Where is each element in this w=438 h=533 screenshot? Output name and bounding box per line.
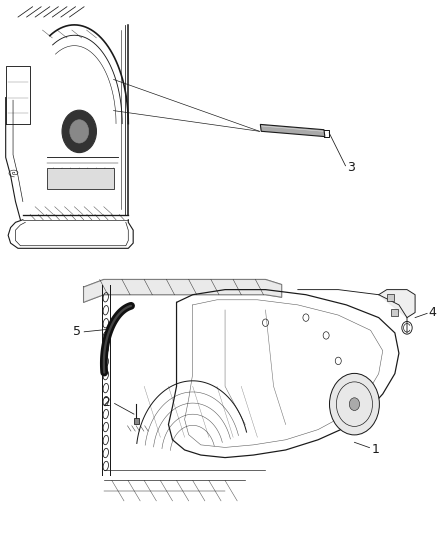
- Text: 2: 2: [102, 396, 110, 409]
- Polygon shape: [84, 279, 282, 302]
- Bar: [387, 294, 394, 301]
- Circle shape: [329, 374, 379, 435]
- Bar: [134, 418, 139, 424]
- Circle shape: [349, 398, 360, 410]
- Text: 3: 3: [347, 161, 355, 174]
- Polygon shape: [260, 124, 325, 136]
- Circle shape: [62, 110, 96, 152]
- Polygon shape: [379, 289, 415, 318]
- Text: 5: 5: [73, 325, 81, 338]
- Bar: [47, 168, 113, 189]
- Bar: [392, 309, 398, 316]
- Text: 1: 1: [372, 443, 379, 456]
- Text: 4: 4: [428, 306, 436, 319]
- Circle shape: [70, 120, 89, 143]
